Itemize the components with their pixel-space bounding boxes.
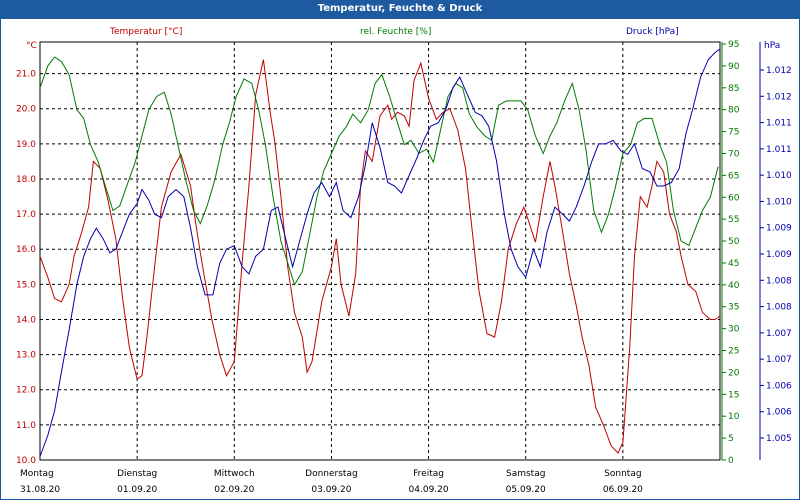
x-date-label: 01.09.20 <box>117 485 157 495</box>
pressure-tick-label: 1.008 <box>766 303 792 313</box>
temperature-axis-unit: °C <box>26 41 37 51</box>
chart-grid <box>39 41 721 461</box>
humidity-tick-label: 40 <box>728 281 740 291</box>
pressure-axis-unit: hPa <box>764 41 780 51</box>
temperature-line <box>39 59 721 454</box>
humidity-tick-label: 60 <box>728 193 740 203</box>
x-date-label: 05.09.20 <box>506 485 546 495</box>
temperature-tick-label: 16.0 <box>16 245 36 255</box>
pressure-tick-label: 1.012 <box>766 92 792 102</box>
humidity-tick-label: 65 <box>728 171 739 181</box>
humidity-tick-label: 10 <box>728 412 740 422</box>
temperature-tick-label: 18.0 <box>16 175 36 185</box>
pressure-tick-label: 1.008 <box>766 276 792 286</box>
x-axis-labels: Montag 31.08.20 Dienstag 01.09.20 Mittwoch 02… <box>20 469 643 495</box>
x-day-label: Donnerstag <box>305 469 358 479</box>
pressure-axis: 1.005 1.006 1.006 1.007 1.007 1.008 1.008 1.009… <box>759 42 792 460</box>
humidity-tick-label: 55 <box>728 215 739 225</box>
pressure-tick-label: 1.010 <box>766 197 792 207</box>
pressure-tick-label: 1.010 <box>766 171 792 181</box>
x-day-label: Sonntag <box>604 469 641 479</box>
humidity-tick-label: 15 <box>728 390 739 400</box>
temperature-tick-label: 20.0 <box>16 105 36 115</box>
x-day-label: Mittwoch <box>214 469 255 479</box>
x-date-label: 06.09.20 <box>603 485 643 495</box>
humidity-line <box>39 56 719 287</box>
x-day-label: Montag <box>20 469 54 479</box>
pressure-tick-label: 1.009 <box>766 224 792 234</box>
pressure-tick-label: 1.007 <box>766 329 792 339</box>
humidity-tick-label: 25 <box>728 347 739 357</box>
pressure-tick-label: 1.011 <box>766 119 792 129</box>
humidity-axis: 0 5 10 15 20 25 30 35 40 45 50 55 60 65 70 75 80 85 90 95 <box>721 40 740 466</box>
humidity-tick-label: 45 <box>728 259 739 269</box>
temperature-tick-label: 19.0 <box>16 140 36 150</box>
temperature-series-label: Temperatur [°C] <box>109 27 182 37</box>
temperature-tick-label: 12.0 <box>16 386 36 396</box>
pressure-tick-label: 1.005 <box>766 434 792 444</box>
x-day-label: Dienstag <box>117 469 157 479</box>
pressure-tick-label: 1.012 <box>766 66 792 76</box>
temperature-tick-label: 13.0 <box>16 351 36 361</box>
series-lines <box>39 48 721 457</box>
pressure-tick-label: 1.006 <box>766 381 792 391</box>
x-date-label: 04.09.20 <box>409 485 449 495</box>
humidity-tick-label: 90 <box>728 62 740 72</box>
temperature-tick-label: 15.0 <box>16 280 36 290</box>
humidity-tick-label: 85 <box>728 84 739 94</box>
x-day-label: Freitag <box>413 469 444 479</box>
pressure-tick-label: 1.009 <box>766 250 792 260</box>
x-day-label: Samstag <box>506 469 545 479</box>
temperature-tick-label: 10.0 <box>16 456 36 466</box>
temperature-tick-label: 17.0 <box>16 210 36 220</box>
humidity-tick-label: 0 <box>728 456 734 466</box>
pressure-line <box>39 48 721 457</box>
plot-area <box>39 41 721 461</box>
x-date-label: 02.09.20 <box>214 485 254 495</box>
temperature-tick-label: 11.0 <box>16 421 36 431</box>
humidity-tick-label: 35 <box>728 303 739 313</box>
humidity-tick-label: 70 <box>728 149 740 159</box>
humidity-tick-label: 5 <box>728 434 734 444</box>
humidity-tick-label: 20 <box>728 368 740 378</box>
pressure-tick-label: 1.007 <box>766 355 792 365</box>
temperature-tick-label: 21.0 <box>16 70 36 80</box>
humidity-tick-label: 50 <box>728 237 740 247</box>
humidity-tick-label: 80 <box>728 106 740 116</box>
pressure-series-label: Druck [hPa] <box>626 27 679 37</box>
pressure-tick-label: 1.011 <box>766 145 792 155</box>
x-date-label: 03.09.20 <box>311 485 351 495</box>
temperature-axis: 10.0 11.0 12.0 13.0 14.0 15.0 16.0 17.0 18.0 19.0… <box>16 70 36 466</box>
temperature-tick-label: 14.0 <box>16 315 36 325</box>
pressure-tick-label: 1.006 <box>766 408 792 418</box>
humidity-series-label: rel. Feuchte [%] <box>360 27 431 37</box>
humidity-tick-label: 95 <box>728 40 739 50</box>
x-date-label: 31.08.20 <box>20 485 60 495</box>
humidity-tick-label: 30 <box>728 325 740 335</box>
window-title: Temperatur, Feuchte & Druck <box>0 0 800 18</box>
humidity-tick-label: 75 <box>728 128 739 138</box>
